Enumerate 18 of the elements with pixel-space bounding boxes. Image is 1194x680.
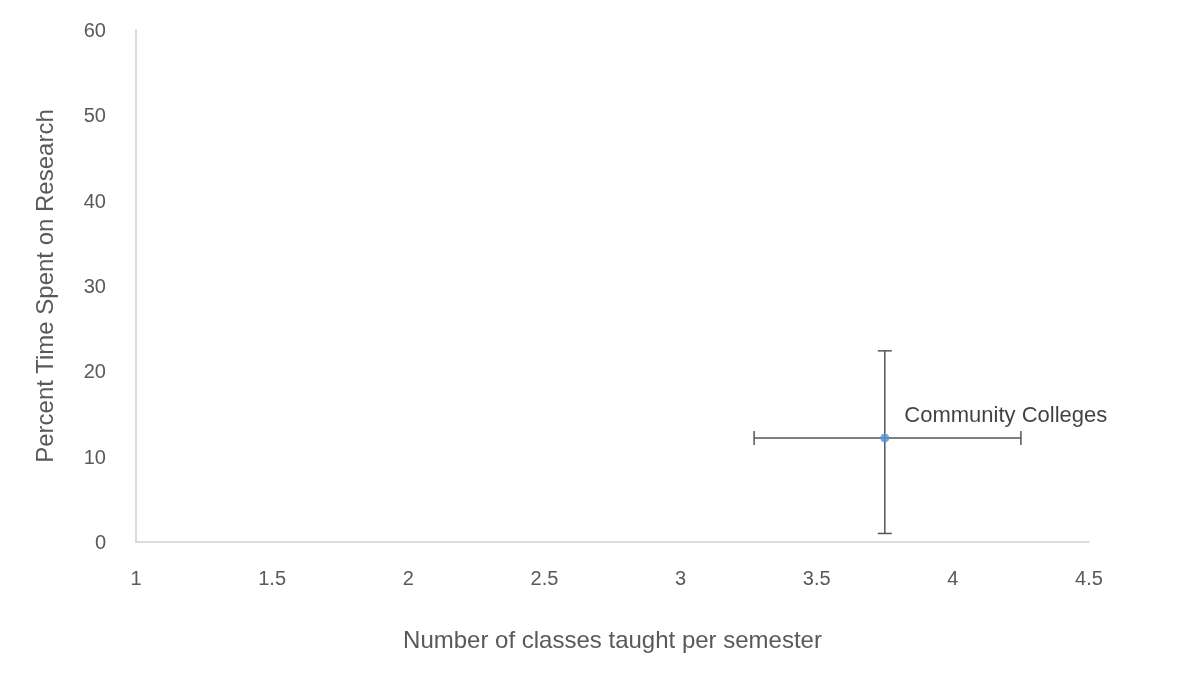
x-tick-label: 3.5 [802, 567, 831, 589]
y-tick-label: 20 [83, 360, 106, 383]
series-label: Community Colleges [904, 401, 1108, 427]
y-tick-label: 60 [83, 19, 106, 41]
x-tick-label: 3 [675, 567, 687, 589]
x-tick-label: 2.5 [530, 567, 559, 589]
x-axis-title: Number of classes taught per semester [403, 625, 822, 653]
y-tick-label: 40 [83, 189, 106, 212]
y-tick-label: 50 [83, 104, 106, 127]
x-tick-label: 1 [130, 567, 142, 589]
x-tick-label: 4 [947, 567, 959, 589]
x-tick-label: 4.5 [1075, 567, 1103, 589]
y-axis-title: Percent Time Spent on Research [30, 109, 58, 463]
y-tick-label: 0 [94, 531, 106, 553]
y-tick-label: 30 [83, 275, 106, 297]
x-tick-label: 2 [402, 567, 414, 589]
x-tick-label: 1.5 [258, 567, 287, 589]
y-tick-label: 10 [83, 445, 106, 468]
